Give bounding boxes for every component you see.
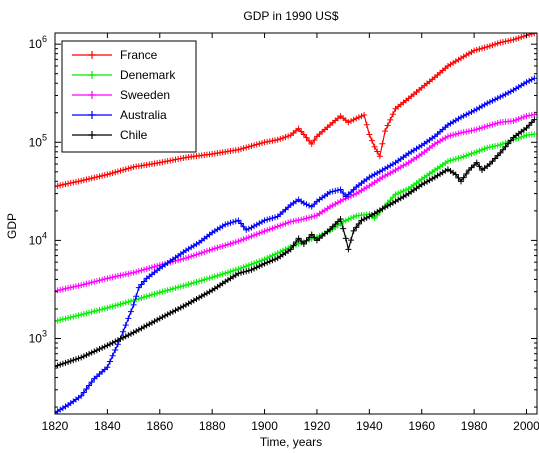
legend-item: Chile xyxy=(72,128,148,142)
series-sweeden xyxy=(55,111,537,294)
legend-marker xyxy=(88,51,96,59)
x-tick-label: 1960 xyxy=(408,419,435,433)
x-tick-label: 1980 xyxy=(461,419,488,433)
y-tick-label: 103 xyxy=(29,329,47,346)
legend-item: France xyxy=(72,48,158,62)
x-tick-label: 1820 xyxy=(42,419,69,433)
series-denemark xyxy=(55,131,537,325)
x-tick-label: 1900 xyxy=(251,419,278,433)
plot-frame xyxy=(54,32,538,415)
y-tick-label: 106 xyxy=(29,34,47,51)
legend-marker xyxy=(88,91,96,99)
legend-marker xyxy=(88,131,96,139)
legend-label: Denemark xyxy=(120,68,176,82)
x-axis-label: Time, years xyxy=(260,435,322,449)
series-markers xyxy=(55,111,537,294)
x-tick-label: 1860 xyxy=(146,419,173,433)
legend: France Denemark Sweeden Australia Chile xyxy=(61,40,197,153)
legend-item: Sweeden xyxy=(72,88,170,102)
series-australia xyxy=(55,75,537,414)
y-tick-label: 105 xyxy=(29,132,47,149)
x-tick-label: 1920 xyxy=(304,419,331,433)
series-layer xyxy=(55,33,537,414)
series-chile xyxy=(55,116,537,370)
y-tick-label: 104 xyxy=(29,230,47,247)
legend-item: Australia xyxy=(72,108,167,122)
chart-title: GDP in 1990 US$ xyxy=(243,9,338,23)
legend-box xyxy=(61,40,197,153)
legend-label: Australia xyxy=(120,108,167,122)
legend-label: France xyxy=(120,48,158,62)
series-markers xyxy=(55,116,537,370)
legend-marker xyxy=(88,71,96,79)
series-markers xyxy=(55,131,537,325)
series-markers xyxy=(55,33,537,190)
legend-marker xyxy=(88,111,96,119)
x-tick-label: 2000 xyxy=(513,419,539,433)
legend-item: Denemark xyxy=(72,68,176,82)
series-france xyxy=(55,33,537,190)
legend-label: Sweeden xyxy=(120,88,170,102)
x-tick-label: 1940 xyxy=(356,419,383,433)
series-line xyxy=(55,119,535,367)
x-axis-ticks: 1820 1840 1860 1880 1900 1920 1940 1960 1980 2000 xyxy=(42,33,539,433)
y-axis-label: GDP xyxy=(5,213,19,239)
x-tick-label: 1880 xyxy=(199,419,226,433)
legend-label: Chile xyxy=(120,128,148,142)
series-line xyxy=(55,133,535,322)
series-markers xyxy=(55,75,537,414)
x-tick-label: 1840 xyxy=(94,419,121,433)
